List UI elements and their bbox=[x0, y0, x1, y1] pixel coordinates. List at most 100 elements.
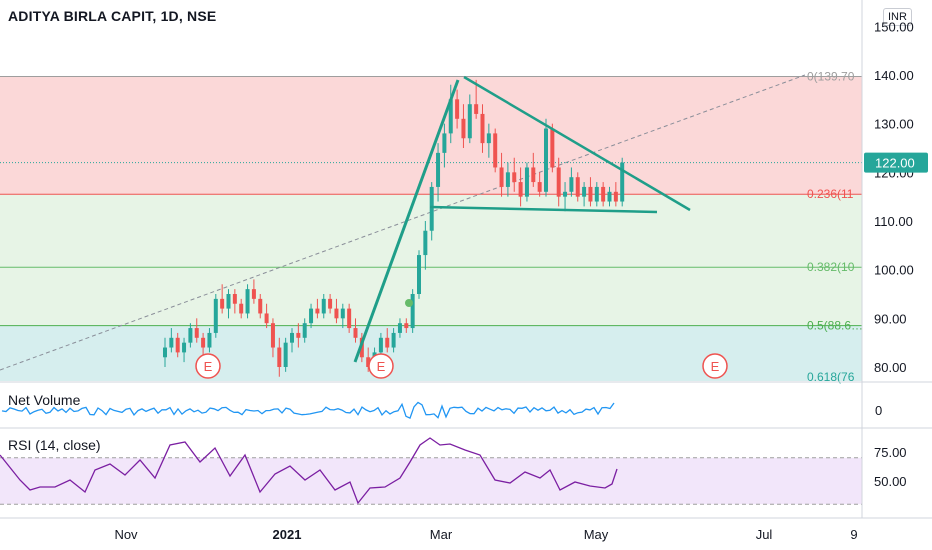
last-price-badge: 122.00 bbox=[864, 152, 928, 173]
price-tick-label: 90.00 bbox=[874, 311, 907, 326]
fib-level-label: 0(139.70 bbox=[807, 69, 855, 83]
rsi-tick-label: 75.00 bbox=[874, 445, 907, 460]
candle bbox=[499, 152, 504, 197]
candle bbox=[575, 172, 580, 202]
candle-body bbox=[499, 167, 504, 187]
candle bbox=[531, 152, 536, 187]
candle-body bbox=[270, 323, 275, 348]
candle bbox=[486, 123, 491, 158]
candle bbox=[270, 318, 275, 358]
candle-body bbox=[207, 332, 212, 348]
candle-body bbox=[594, 186, 599, 202]
candle-body bbox=[175, 337, 180, 353]
candle bbox=[366, 347, 371, 372]
candle bbox=[455, 89, 460, 129]
candle-body bbox=[353, 328, 358, 338]
candle-body bbox=[321, 298, 326, 314]
candle-body bbox=[493, 133, 498, 168]
candle-body bbox=[575, 177, 580, 197]
candle-body bbox=[334, 308, 339, 319]
rsi-label: RSI (14, close) bbox=[8, 437, 101, 453]
candle-body bbox=[588, 186, 593, 202]
candle bbox=[321, 294, 326, 319]
signal-dot bbox=[405, 299, 413, 307]
price-tick-label: 100.00 bbox=[874, 263, 914, 278]
candle bbox=[582, 182, 587, 207]
candle bbox=[512, 157, 517, 192]
candle-body bbox=[347, 308, 352, 329]
currency-badge[interactable]: INR bbox=[883, 8, 912, 26]
candle-body bbox=[569, 177, 574, 192]
candle bbox=[524, 162, 529, 202]
candle bbox=[188, 323, 193, 348]
candle bbox=[474, 79, 479, 119]
candle-body bbox=[582, 186, 587, 197]
candle bbox=[334, 298, 339, 324]
volume-tick-label: 0 bbox=[875, 403, 882, 418]
candle-body bbox=[601, 186, 606, 202]
earnings-text: E bbox=[711, 359, 720, 374]
candle-body bbox=[188, 328, 193, 343]
candle bbox=[442, 123, 447, 168]
rsi-band bbox=[0, 457, 862, 505]
fib-zone-0-236 bbox=[0, 76, 862, 195]
candle-body bbox=[290, 332, 294, 343]
candle-body bbox=[366, 357, 371, 367]
candle bbox=[264, 303, 269, 329]
candle-body bbox=[613, 191, 618, 202]
candle bbox=[467, 94, 472, 144]
candle-body bbox=[296, 332, 301, 338]
candle bbox=[601, 182, 606, 207]
candle bbox=[429, 182, 434, 241]
candle-body bbox=[505, 172, 510, 187]
candle-body bbox=[455, 99, 460, 119]
candle bbox=[404, 318, 409, 333]
candle bbox=[550, 123, 555, 173]
candle bbox=[537, 172, 542, 197]
candle-body bbox=[410, 294, 415, 329]
candle-body bbox=[226, 294, 231, 309]
time-tick-label: 2021 bbox=[273, 527, 302, 542]
candle-body bbox=[251, 289, 256, 299]
earnings-badge bbox=[195, 353, 221, 379]
candle bbox=[182, 337, 187, 363]
candle bbox=[213, 294, 218, 338]
candle bbox=[385, 328, 390, 353]
time-tick-label: Nov bbox=[114, 527, 138, 542]
candle-body bbox=[232, 294, 237, 304]
candle-body bbox=[391, 332, 396, 348]
candle-body bbox=[461, 118, 466, 139]
candle bbox=[283, 337, 288, 372]
earnings-marker: E bbox=[368, 353, 394, 379]
candle bbox=[448, 84, 453, 144]
candle bbox=[620, 157, 625, 207]
time-tick-label: May bbox=[584, 527, 609, 542]
candle bbox=[201, 332, 206, 358]
net-volume-line bbox=[1, 401, 615, 419]
rsi-line bbox=[0, 437, 618, 505]
triangle-upper-line bbox=[463, 75, 691, 212]
candle-body bbox=[283, 342, 288, 367]
price-tick-label: 80.00 bbox=[874, 360, 907, 375]
fib-level-label: 0.382(10 bbox=[807, 260, 855, 274]
candle bbox=[232, 289, 237, 314]
candle-body bbox=[315, 308, 320, 314]
candle bbox=[226, 289, 231, 319]
candle bbox=[397, 318, 402, 338]
candle-body bbox=[328, 298, 333, 309]
candle-body bbox=[264, 313, 269, 324]
candle-body bbox=[404, 323, 409, 329]
fib-level-label: 0.618(76 bbox=[807, 370, 855, 384]
candle bbox=[328, 294, 333, 314]
candle-body bbox=[213, 298, 218, 333]
candle-body bbox=[277, 347, 282, 367]
candle bbox=[239, 298, 244, 319]
earnings-text: E bbox=[204, 359, 213, 374]
candle bbox=[461, 104, 466, 148]
candle bbox=[436, 143, 441, 202]
candle bbox=[563, 182, 568, 212]
candle bbox=[410, 289, 415, 333]
earnings-text: E bbox=[377, 359, 386, 374]
candle bbox=[251, 279, 256, 304]
